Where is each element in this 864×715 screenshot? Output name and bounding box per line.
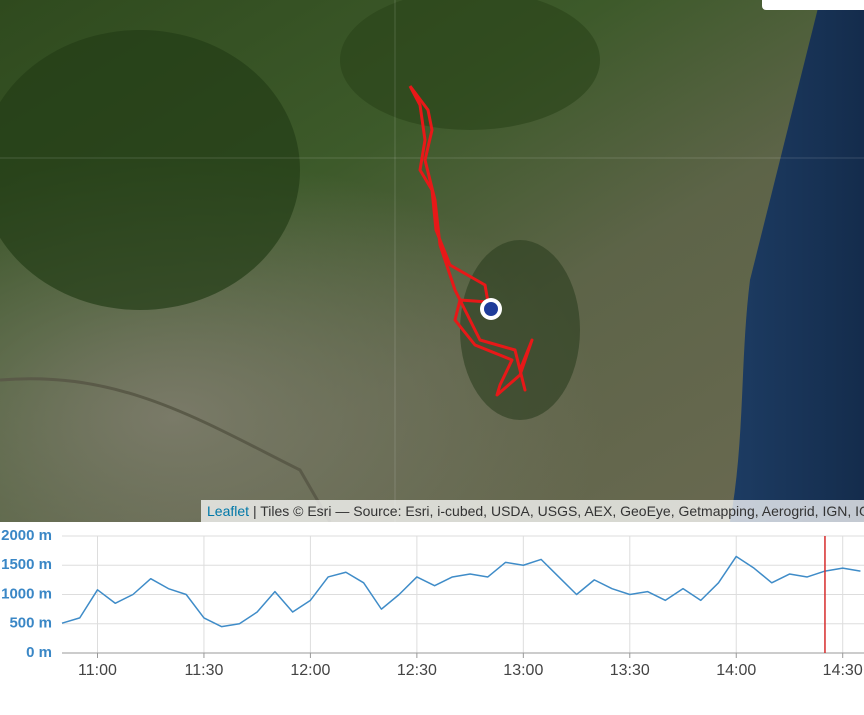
y-tick-label: 0 m [26,644,52,661]
x-tick-label: 12:30 [397,662,437,679]
attribution-text: | Tiles © Esri — Source: Esri, i-cubed, … [252,503,864,519]
x-tick-label: 13:00 [503,662,543,679]
map[interactable]: Leaflet | Tiles © Esri — Source: Esri, i… [0,0,864,522]
x-tick-label: 14:30 [823,662,863,679]
y-tick-label: 1000 m [1,585,52,602]
x-tick-label: 14:00 [716,662,756,679]
x-tick-label: 13:30 [610,662,650,679]
y-tick-label: 1500 m [1,556,52,573]
attribution: Leaflet | Tiles © Esri — Source: Esri, i… [201,500,864,522]
control-box [762,0,864,10]
elevation-line [61,555,861,628]
x-tick-label: 11:30 [185,662,224,679]
map-tiles [0,0,864,522]
x-tick-label: 11:00 [78,662,117,679]
y-tick-label: 500 m [9,615,52,632]
x-tick-label: 12:00 [290,662,330,679]
elevation-chart: 0 m 500 m 1000 m 1500 m 2000 m 11:00 11:30 12:0… [1,527,864,679]
y-tick-label: 2000 m [1,527,52,544]
leaflet-link[interactable]: Leaflet [207,503,250,519]
